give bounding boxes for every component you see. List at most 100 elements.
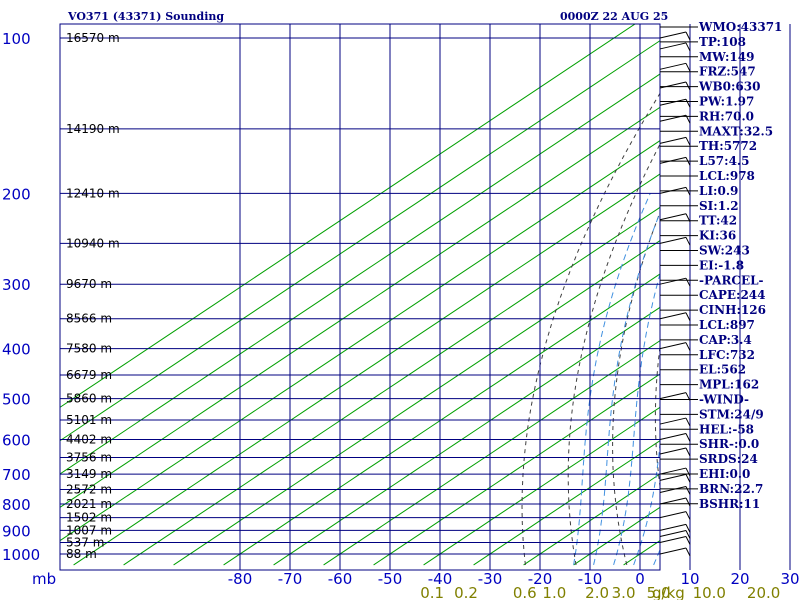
height-label: 14190 m <box>66 122 120 136</box>
wind-barb <box>659 417 687 425</box>
index-entry: BSHR:11 <box>699 497 760 511</box>
wind-barb-flag <box>685 312 691 321</box>
index-entry: SRDS:24 <box>699 452 758 466</box>
height-label: 1502 m <box>66 511 112 525</box>
wind-barb-flag <box>685 237 691 246</box>
height-label: 537 m <box>66 536 104 550</box>
isotherm-line <box>523 473 660 566</box>
moist-adiabat-lines <box>573 193 800 566</box>
height-label: 5101 m <box>66 413 112 427</box>
pressure-tick-label: 1000 <box>2 546 40 564</box>
wind-barbs <box>659 31 691 557</box>
moist-adiabat-line <box>633 439 660 566</box>
temperature-line <box>766 38 800 555</box>
wind-barb-flag <box>685 433 691 442</box>
wind-barb-flag <box>685 447 691 457</box>
index-entry: MPL:162 <box>699 378 759 392</box>
index-entry: TP:108 <box>699 35 746 49</box>
wind-barb <box>659 277 687 285</box>
dry-adiabat-line <box>654 342 660 490</box>
index-entry: TT:42 <box>699 214 737 228</box>
temperature-tick-label: 0 <box>635 570 645 588</box>
height-label: 4402 m <box>66 433 112 447</box>
index-entry: HEL:-58 <box>699 422 754 436</box>
wind-barb <box>659 473 687 481</box>
wind-barb <box>659 213 687 221</box>
temperature-tick-label: 10 <box>680 570 699 588</box>
isotherm-line <box>60 106 660 508</box>
plot-grid <box>59 23 791 571</box>
wind-barb <box>659 342 687 350</box>
moist-adiabat-line <box>573 193 651 565</box>
temperature-tick-label: -40 <box>428 570 453 588</box>
index-entry: FRZ:547 <box>699 65 756 79</box>
wind-barb <box>659 392 687 400</box>
isotherm-line <box>423 406 660 566</box>
mixing-ratio-tick-label: 2.0 <box>585 584 609 600</box>
index-entry: LFC:732 <box>699 348 755 362</box>
index-entry: CINH:126 <box>699 303 766 317</box>
temperature-tick-label: -50 <box>378 570 403 588</box>
wind-barb-flag <box>685 63 691 72</box>
y-axis-unit-label: mb <box>32 570 56 588</box>
height-label: 3149 m <box>66 467 112 481</box>
wind-barb-flag <box>685 277 691 287</box>
wind-barb <box>659 536 687 543</box>
mixing-ratio-unit-label: g/kg <box>652 584 685 600</box>
temperature-tick-label: -80 <box>228 570 253 588</box>
pressure-tick-label: 800 <box>2 496 31 514</box>
height-label: 9670 m <box>66 277 112 291</box>
wind-barb <box>659 497 687 505</box>
wind-barb <box>659 136 687 144</box>
wind-barb <box>659 31 687 39</box>
height-label: 2572 m <box>66 483 112 497</box>
pressure-tick-label: 600 <box>2 432 31 450</box>
wind-barb <box>659 42 687 50</box>
wind-barb <box>659 312 687 320</box>
pressure-tick-label: 400 <box>2 341 31 359</box>
index-entry: CAPE:244 <box>699 288 766 302</box>
wind-barb <box>659 62 687 70</box>
temperature-tick-label: -30 <box>478 570 503 588</box>
mixing-ratio-tick-label: 0.1 <box>420 584 444 600</box>
moist-adiabat-line <box>593 211 660 565</box>
wind-barb-flag <box>685 497 691 507</box>
index-entry: EI:-1.8 <box>699 258 744 272</box>
index-entry: WB0:630 <box>698 80 760 94</box>
moist-adiabat-line <box>754 193 800 565</box>
wind-barb <box>659 486 687 493</box>
height-label: 3756 m <box>66 450 112 464</box>
index-entry: STM:24/9 <box>699 407 764 421</box>
index-entry: LCL:897 <box>699 318 755 332</box>
index-entry: EL:562 <box>699 363 746 377</box>
wind-barb-flag <box>685 467 691 477</box>
stability-indices-panel: WMO:43371TP:108MW:149FRZ:547WB0:630PW:1.… <box>660 20 782 511</box>
index-entry: TH:5772 <box>699 139 757 153</box>
temperature-tick-label: 30 <box>780 570 799 588</box>
wind-barb <box>659 447 687 455</box>
index-entry: RH:70.0 <box>699 109 754 123</box>
wind-barb-flag <box>685 530 691 539</box>
wind-barb <box>659 433 687 441</box>
index-entry: WMO:43371 <box>698 20 782 34</box>
pressure-tick-label: 200 <box>2 185 31 203</box>
mixing-ratio-tick-label: 20.0 <box>747 584 780 600</box>
wind-barb <box>659 530 687 538</box>
index-entry: -PARCEL- <box>699 273 764 287</box>
wind-barb-flag <box>685 99 691 108</box>
index-entry: CAP:3.4 <box>699 333 752 347</box>
axis-labels: -80-70-60-50-40-30-20-100102030401002003… <box>2 30 800 600</box>
moist-adiabat-line <box>794 193 800 565</box>
wind-barb <box>659 98 687 106</box>
index-entry: SHR-:0.0 <box>699 437 759 451</box>
isotherm-line <box>573 506 660 566</box>
plot-border <box>59 23 661 571</box>
height-label: 10940 m <box>66 236 120 250</box>
pressure-tick-label: 100 <box>2 30 31 48</box>
index-entry: EHI:0.0 <box>699 467 750 481</box>
wind-barb-flag <box>685 511 691 520</box>
wind-barb-flag <box>685 417 691 427</box>
wind-barb <box>659 511 687 519</box>
mixing-ratio-tick-label: 10.0 <box>693 584 726 600</box>
